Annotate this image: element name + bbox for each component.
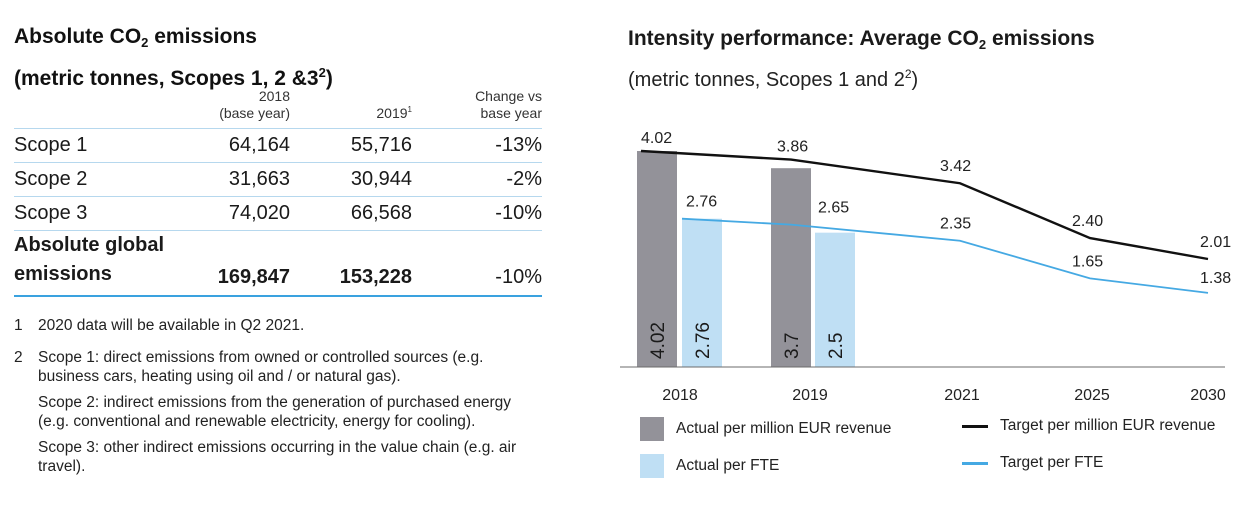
- bar-actual-fte-2019: [815, 232, 855, 367]
- intensity-chart: 4.02 2.76 3.7 2.5 4.02 3.86 3.42 2.40 2.01 2.76 2.…: [620, 130, 1231, 404]
- legend-item-actual-revenue: Actual per million EUR revenue: [640, 417, 891, 441]
- legend-line-black: [962, 424, 988, 428]
- bar-label-actual-fte-2019: 2.5: [826, 333, 847, 359]
- table-total-row: Absolute global emissions 169,847 153,228…: [14, 230, 542, 297]
- intensity-title-block: Intensity performance: Average CO2 emiss…: [628, 24, 1238, 94]
- footnotes: 1 2020 data will be available in Q2 2021…: [14, 316, 544, 489]
- table-row: Scope 2 31,663 30,944 -2%: [14, 162, 542, 197]
- bar-actual-fte-2018: [682, 218, 722, 367]
- chart-title: Intensity performance: Average CO2 emiss…: [628, 27, 1095, 52]
- line-label-target-fte-2019: 2.65: [818, 200, 849, 217]
- legend-line-blue: [962, 461, 988, 465]
- legend-item-target-revenue: Target per million EUR revenue: [962, 417, 1215, 435]
- table-header: 2018 (base year) 20191 Change vs base year: [14, 88, 542, 129]
- line-label-target-revenue-2018: 4.02: [641, 130, 672, 147]
- header-2018: 2018 (base year): [219, 88, 290, 121]
- x-tick-label-2021: 2021: [944, 387, 980, 404]
- line-label-target-fte-2025: 1.65: [1072, 253, 1103, 270]
- footnote-2: 2 Scope 1: direct emissions from owned o…: [14, 348, 517, 476]
- line-label-target-revenue-2030: 2.01: [1200, 234, 1231, 251]
- x-tick-label-2025: 2025: [1074, 387, 1110, 404]
- header-change: Change vs base year: [475, 88, 542, 121]
- line-label-target-fte-2030: 1.38: [1200, 270, 1231, 287]
- line-label-target-revenue-2021: 3.42: [940, 158, 971, 175]
- absolute-emissions-title: Absolute CO2 emissions: [14, 25, 257, 50]
- footnote-1: 1 2020 data will be available in Q2 2021…: [14, 317, 305, 334]
- chart-subtitle: (metric tonnes, Scopes 1 and 22): [628, 67, 919, 91]
- bar-actual-revenue-2019: [771, 168, 811, 367]
- emissions-table: 2018 (base year) 20191 Change vs base year…: [14, 88, 542, 297]
- header-2019: 20191: [376, 105, 412, 121]
- bar-actual-revenue-2018: [637, 151, 677, 367]
- bar-label-actual-revenue-2018: 4.02: [648, 322, 669, 359]
- x-tick-label-2018: 2018: [662, 387, 698, 404]
- legend-item-target-fte: Target per FTE: [962, 454, 1103, 472]
- x-tick-label-2019: 2019: [792, 387, 828, 404]
- legend-swatch-grey: [640, 417, 664, 441]
- line-label-target-revenue-2019: 3.86: [777, 139, 808, 156]
- absolute-emissions-subtitle: (metric tonnes, Scopes 1, 2 &32): [14, 65, 333, 90]
- left-title: Absolute CO2 emissions (metric tonnes, S…: [14, 22, 544, 94]
- line-label-target-fte-2021: 2.35: [940, 216, 971, 233]
- legend-swatch-blue: [640, 454, 664, 478]
- line-label-target-revenue-2025: 2.40: [1072, 213, 1103, 230]
- legend-item-actual-fte: Actual per FTE: [640, 454, 779, 478]
- line-target-revenue: [640, 149, 1209, 261]
- total-label: Absolute global emissions: [14, 230, 164, 297]
- bar-label-actual-fte-2018: 2.76: [693, 322, 714, 359]
- bar-label-actual-revenue-2019: 3.7: [782, 333, 803, 359]
- line-label-target-fte-2018: 2.76: [686, 194, 717, 211]
- line-target-fte: [681, 217, 1209, 294]
- x-tick-label-2030: 2030: [1190, 387, 1226, 404]
- table-row: Scope 3 74,020 66,568 -10%: [14, 196, 542, 231]
- table-row: Scope 1 64,164 55,716 -13%: [14, 128, 542, 163]
